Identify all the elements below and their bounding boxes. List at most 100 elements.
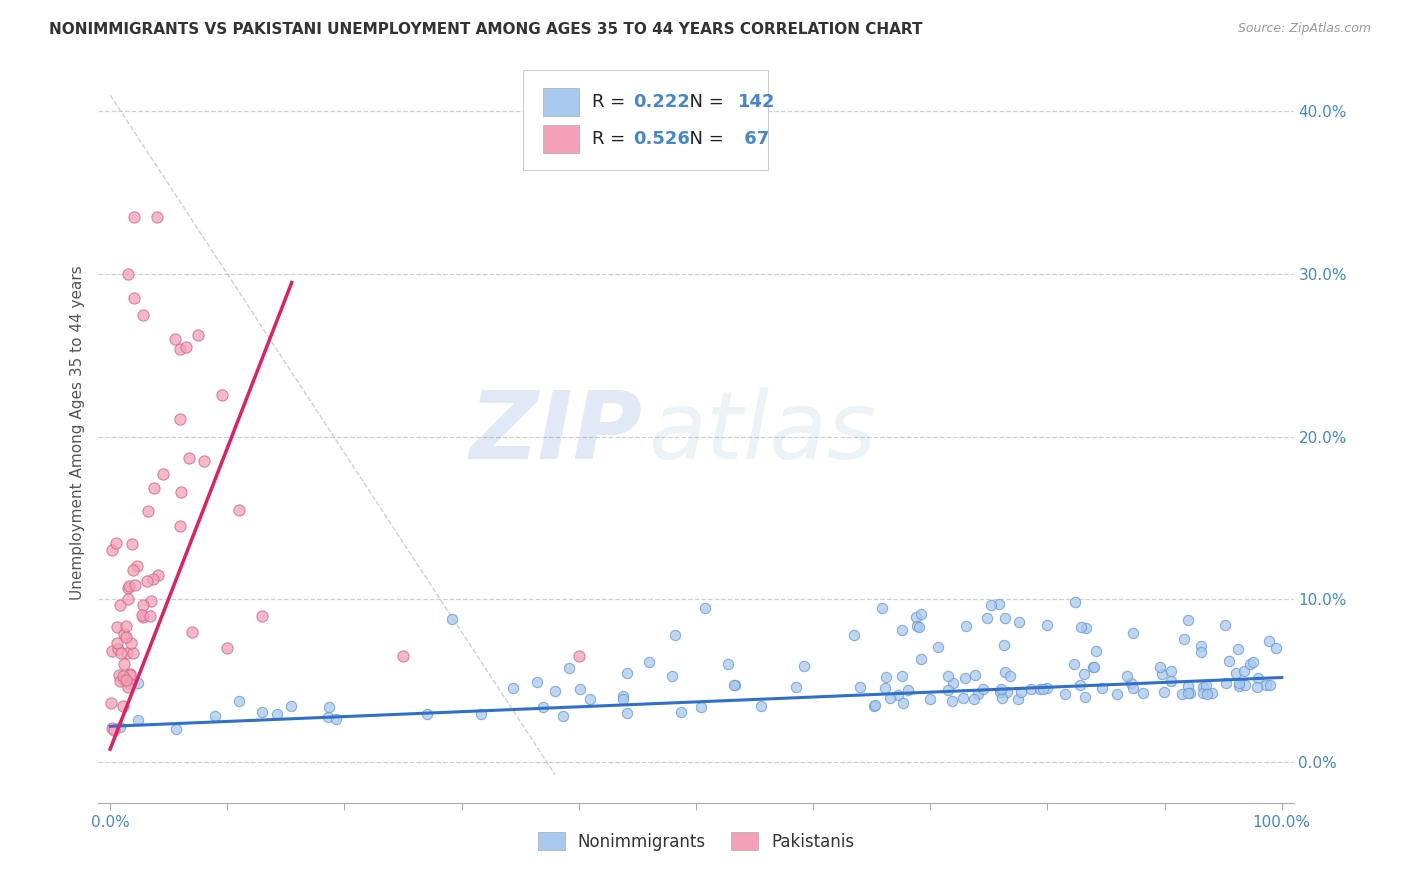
Point [908, 620, 931, 634]
Point [121, 537, 143, 551]
Point [1029, 682, 1052, 697]
Point [1116, 669, 1139, 683]
Point [117, 582, 139, 596]
Point [612, 689, 634, 703]
Point [991, 691, 1014, 706]
Point [103, 723, 125, 738]
Point [904, 610, 927, 624]
Point [142, 572, 165, 586]
FancyBboxPatch shape [543, 87, 579, 116]
Point [1189, 639, 1212, 653]
Point [1177, 686, 1199, 700]
Point [1239, 657, 1261, 671]
Point [568, 649, 591, 664]
Point [936, 669, 959, 683]
Point [664, 628, 686, 642]
Point [891, 696, 914, 710]
Point [169, 342, 191, 356]
Point [1032, 682, 1054, 697]
Point [1178, 686, 1201, 700]
Point [143, 481, 166, 495]
Point [993, 638, 1015, 652]
FancyBboxPatch shape [543, 125, 579, 153]
Point [121, 646, 143, 660]
Point [104, 536, 127, 550]
Point [952, 690, 974, 705]
Point [416, 707, 439, 722]
Point [118, 668, 141, 682]
Point [124, 578, 146, 592]
Point [112, 673, 135, 687]
Point [724, 678, 747, 692]
Point [972, 682, 994, 697]
Point [114, 630, 136, 644]
Point [139, 593, 162, 607]
Point [553, 709, 575, 723]
Point [117, 680, 139, 694]
Point [177, 451, 200, 466]
Point [1036, 618, 1059, 632]
Point [616, 706, 638, 720]
Point [976, 611, 998, 625]
Point [941, 694, 963, 708]
Point [108, 667, 131, 681]
Point [101, 721, 124, 735]
Point [579, 691, 602, 706]
Point [107, 642, 129, 657]
Point [966, 687, 988, 701]
Point [228, 503, 250, 517]
Point [723, 678, 745, 692]
Point [111, 699, 134, 714]
Point [669, 705, 692, 719]
Point [953, 671, 976, 685]
Point [1084, 643, 1107, 657]
Point [1007, 692, 1029, 706]
Point [1265, 640, 1288, 655]
Point [132, 609, 155, 624]
Point [994, 610, 1017, 624]
Point [1160, 674, 1182, 689]
Point [1201, 686, 1223, 700]
Point [101, 542, 124, 557]
Point [661, 669, 683, 683]
Point [887, 689, 910, 703]
Point [1173, 632, 1195, 646]
Point [252, 608, 274, 623]
Point [1227, 679, 1250, 693]
Point [127, 676, 149, 690]
Text: R =: R = [592, 93, 631, 111]
Point [112, 627, 135, 641]
Point [131, 607, 153, 622]
Point [988, 597, 1011, 611]
Point [1036, 681, 1059, 695]
Point [1213, 618, 1236, 632]
Point [785, 680, 807, 694]
Text: R =: R = [592, 129, 631, 148]
Point [169, 485, 191, 500]
Point [910, 652, 932, 666]
Point [842, 627, 865, 641]
Legend: Nonimmigrants, Pakistanis: Nonimmigrants, Pakistanis [531, 825, 860, 857]
Point [612, 691, 634, 706]
Point [997, 685, 1019, 699]
Point [1105, 687, 1128, 701]
Point [1083, 660, 1105, 674]
Point [146, 567, 169, 582]
Point [1195, 678, 1218, 692]
Text: 0.526: 0.526 [633, 129, 689, 148]
Point [1160, 664, 1182, 678]
Point [122, 210, 145, 224]
Point [1122, 626, 1144, 640]
Point [181, 624, 204, 639]
Point [1233, 678, 1256, 692]
Point [1258, 678, 1281, 692]
Point [543, 684, 565, 698]
Text: N =: N = [678, 93, 730, 111]
Point [980, 598, 1002, 612]
Point [1019, 681, 1042, 696]
Point [616, 665, 638, 680]
Point [318, 710, 340, 724]
Point [1258, 634, 1281, 648]
Point [136, 574, 159, 589]
Point [891, 623, 914, 637]
